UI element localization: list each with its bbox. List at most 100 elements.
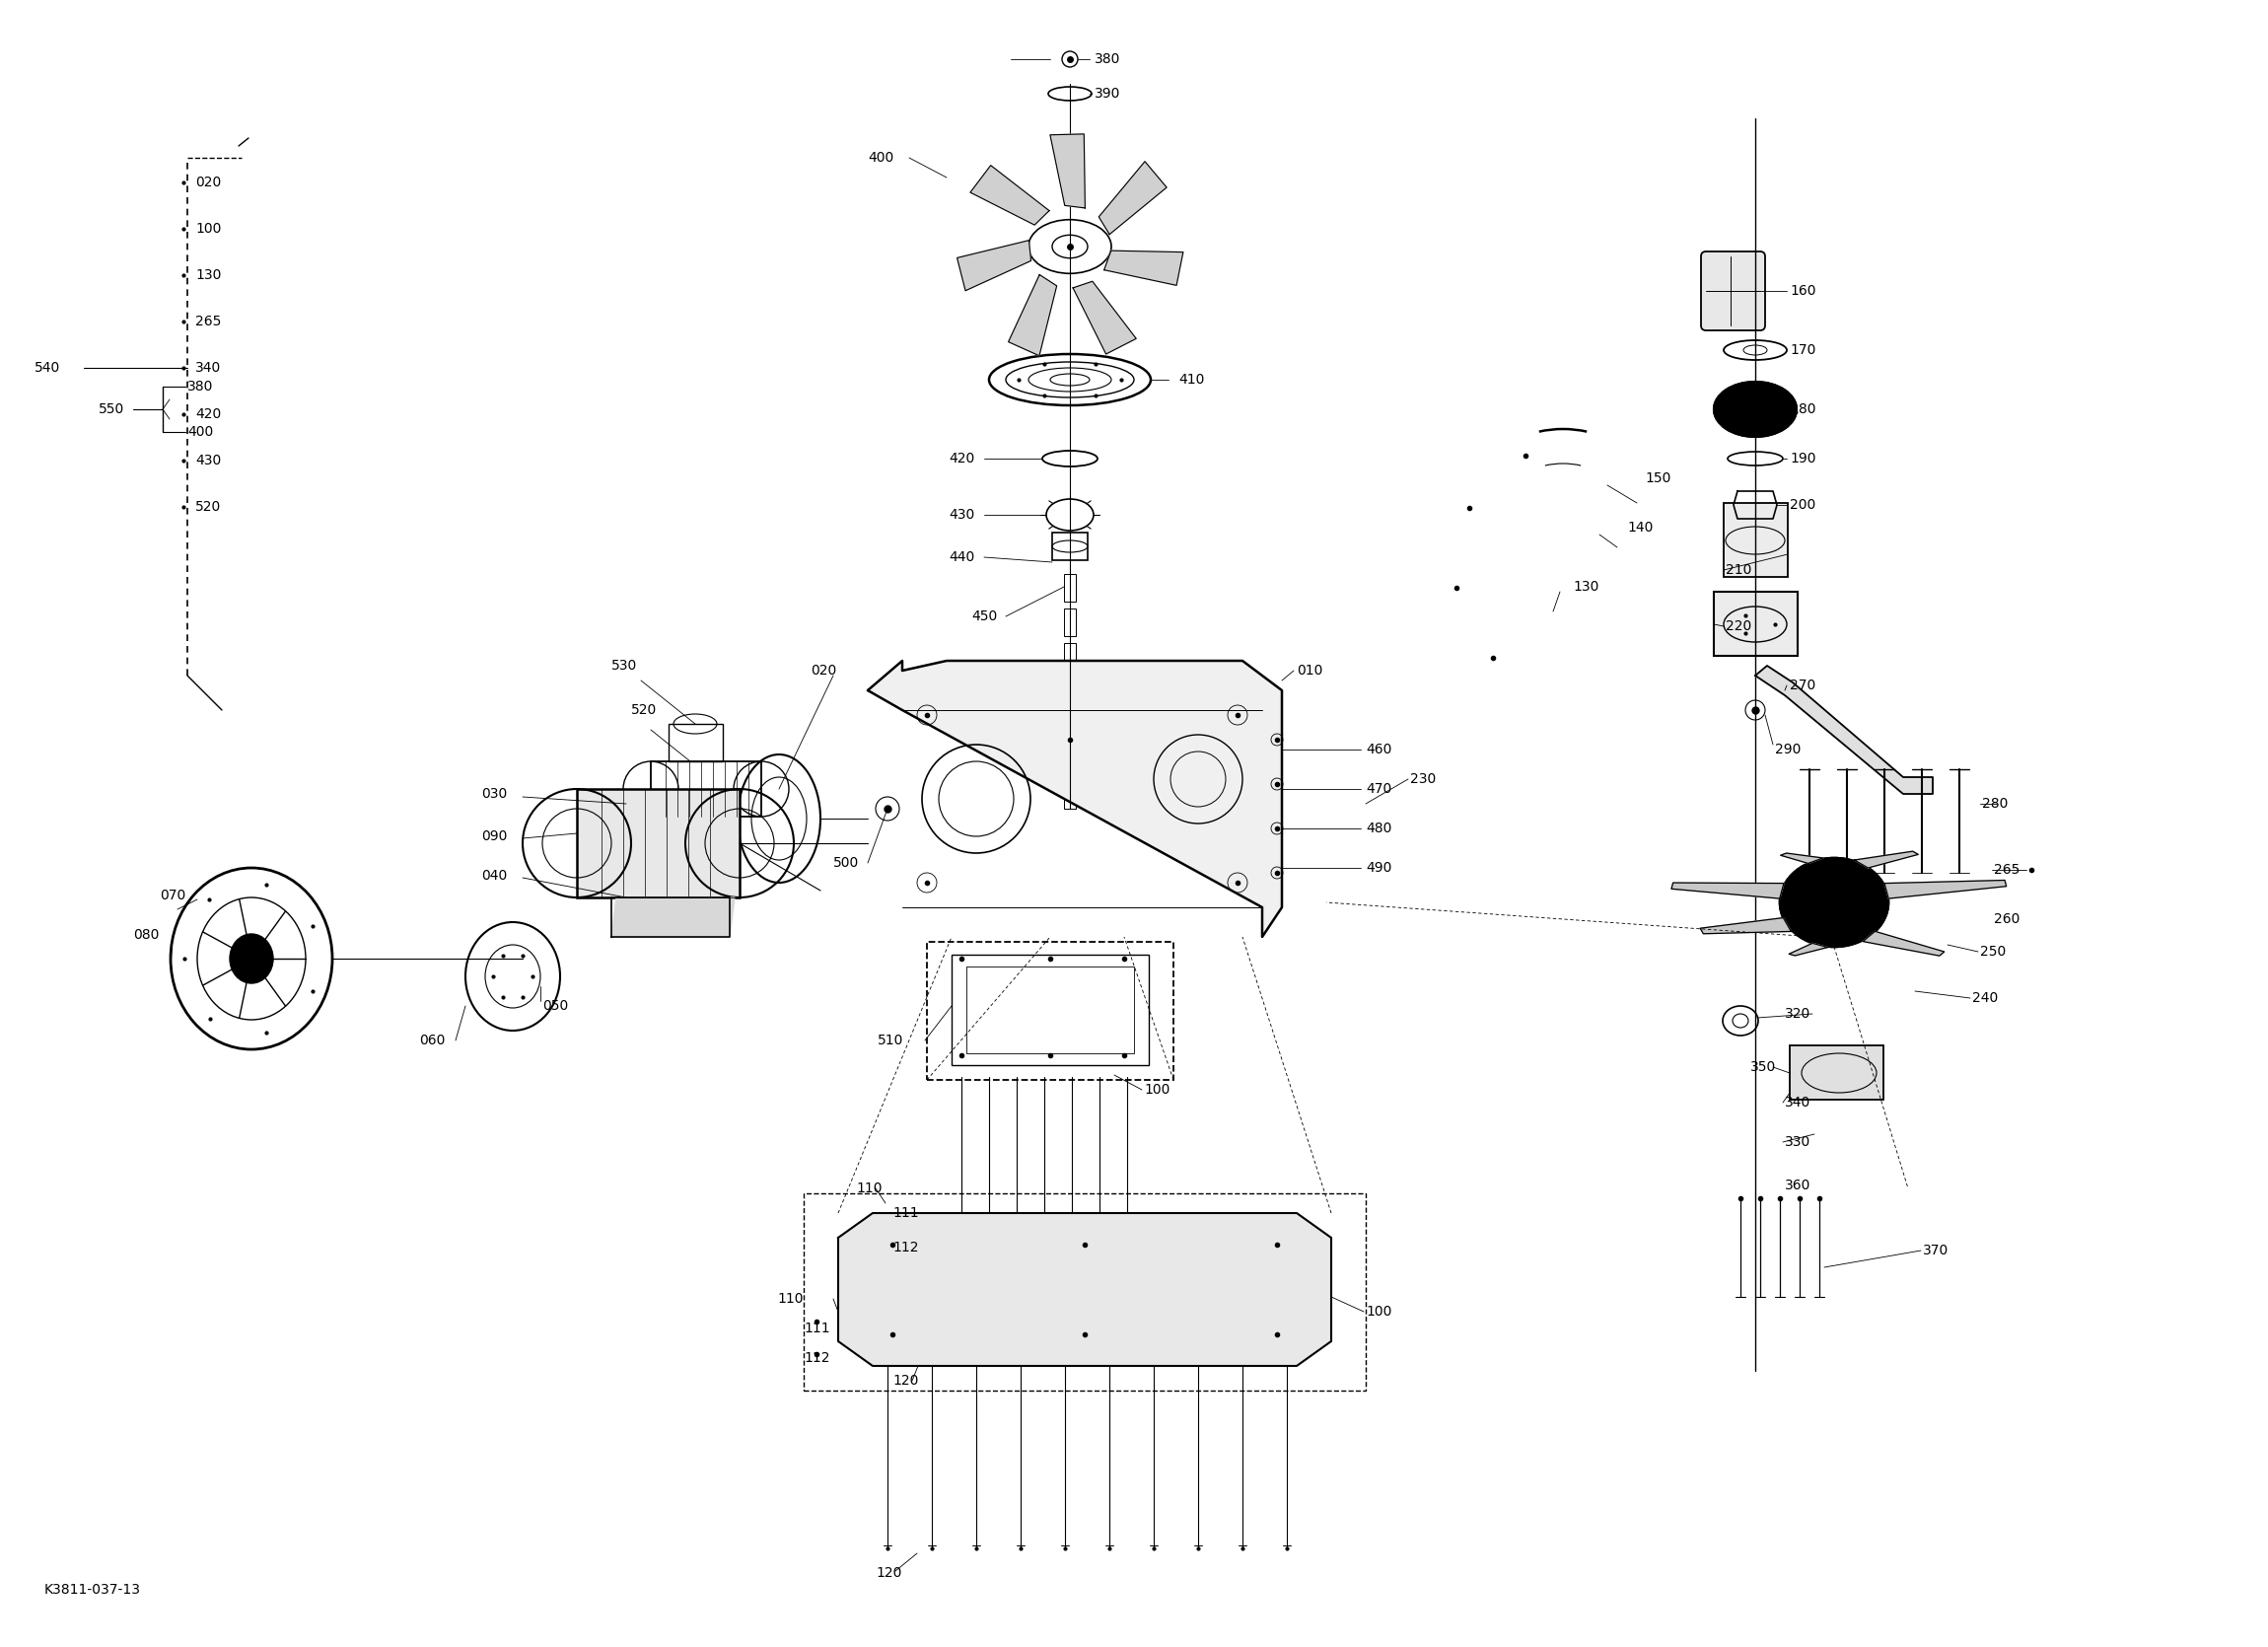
Bar [1064,608,1075,636]
Bar [803,1194,1365,1390]
Text: 390: 390 [1095,87,1120,100]
Text: 520: 520 [195,501,222,514]
Text: 265: 265 [1994,863,2021,876]
Text: 265: 265 [195,315,222,328]
Text: 470: 470 [1365,782,1393,796]
Text: 020: 020 [810,664,837,677]
Polygon shape [1672,883,1783,899]
Bar [576,789,739,898]
Text: 330: 330 [1785,1135,1810,1150]
Text: 220: 220 [1726,619,1751,632]
Polygon shape [1855,851,1919,868]
Text: 130: 130 [195,268,222,282]
Text: 040: 040 [481,870,508,883]
Text: 450: 450 [971,609,998,623]
Text: 500: 500 [832,856,860,870]
Text: 100: 100 [1143,1082,1170,1097]
Text: 111: 111 [803,1321,830,1336]
Bar [928,942,1173,1080]
Ellipse shape [1715,382,1796,436]
Polygon shape [971,165,1050,226]
Text: 400: 400 [869,152,894,165]
Text: 430: 430 [948,507,975,522]
Bar [651,761,762,817]
Text: 030: 030 [481,787,508,800]
Text: 430: 430 [195,453,222,468]
Text: 100: 100 [1365,1304,1393,1319]
Text: 490: 490 [1365,861,1393,875]
Polygon shape [1009,275,1057,356]
Text: 520: 520 [631,703,658,716]
Text: 190: 190 [1789,451,1817,466]
Bar [1064,575,1075,601]
Polygon shape [1885,879,2007,899]
Text: 340: 340 [1785,1095,1810,1110]
Text: 210: 210 [1726,563,1751,576]
Polygon shape [1755,665,1932,794]
Text: 150: 150 [1644,471,1672,486]
Bar [953,955,1150,1066]
Bar [1724,502,1787,576]
Bar [966,967,1134,1054]
Text: 400: 400 [188,425,213,438]
Text: 110: 110 [855,1181,882,1196]
Text: 120: 120 [891,1374,919,1388]
Text: 140: 140 [1626,520,1653,535]
Bar [1715,591,1799,656]
Text: 250: 250 [1980,945,2005,959]
Polygon shape [1701,917,1792,934]
Text: 350: 350 [1751,1061,1776,1074]
Text: 180: 180 [1789,402,1817,417]
Text: 340: 340 [195,361,222,376]
Text: 320: 320 [1785,1006,1810,1021]
Polygon shape [839,1214,1331,1365]
Bar [1064,677,1075,705]
Text: 060: 060 [420,1034,445,1047]
Text: 111: 111 [891,1206,919,1220]
Bar [1789,1046,1882,1100]
Bar [1064,781,1075,809]
Text: 460: 460 [1365,743,1393,756]
Text: 290: 290 [1776,743,1801,756]
Text: 550: 550 [98,402,125,417]
Text: 100: 100 [195,222,222,236]
Ellipse shape [1780,858,1889,947]
Bar [1052,532,1089,560]
Polygon shape [1789,944,1828,955]
Text: 380: 380 [188,380,213,394]
Polygon shape [957,240,1032,290]
Polygon shape [1105,250,1184,285]
Bar [669,725,723,761]
Text: 480: 480 [1365,822,1393,835]
Text: 050: 050 [542,1000,569,1013]
Text: 110: 110 [778,1291,803,1306]
Text: 070: 070 [159,889,186,903]
Polygon shape [1073,282,1136,354]
Text: 260: 260 [1994,912,2021,926]
Ellipse shape [229,934,272,983]
Text: 540: 540 [34,361,61,376]
Text: 360: 360 [1785,1179,1810,1192]
Text: 270: 270 [1789,679,1817,692]
Text: 112: 112 [803,1351,830,1365]
Text: 240: 240 [1973,991,1998,1005]
Text: 130: 130 [1572,580,1599,593]
Text: 120: 120 [875,1566,903,1579]
Text: 160: 160 [1789,283,1817,298]
Text: 010: 010 [1297,664,1322,677]
Text: 370: 370 [1923,1243,1948,1257]
Text: 020: 020 [195,176,222,189]
Bar [1064,746,1075,774]
Polygon shape [1098,161,1166,234]
Text: 440: 440 [948,550,975,565]
Polygon shape [1780,853,1823,863]
Text: 410: 410 [1179,372,1204,387]
Text: 420: 420 [948,451,975,466]
Text: 230: 230 [1411,772,1436,786]
Text: 420: 420 [195,407,222,422]
Text: 170: 170 [1789,343,1817,357]
Polygon shape [612,898,735,937]
Polygon shape [1862,931,1944,955]
Text: 090: 090 [481,830,508,843]
Text: 200: 200 [1789,497,1817,512]
